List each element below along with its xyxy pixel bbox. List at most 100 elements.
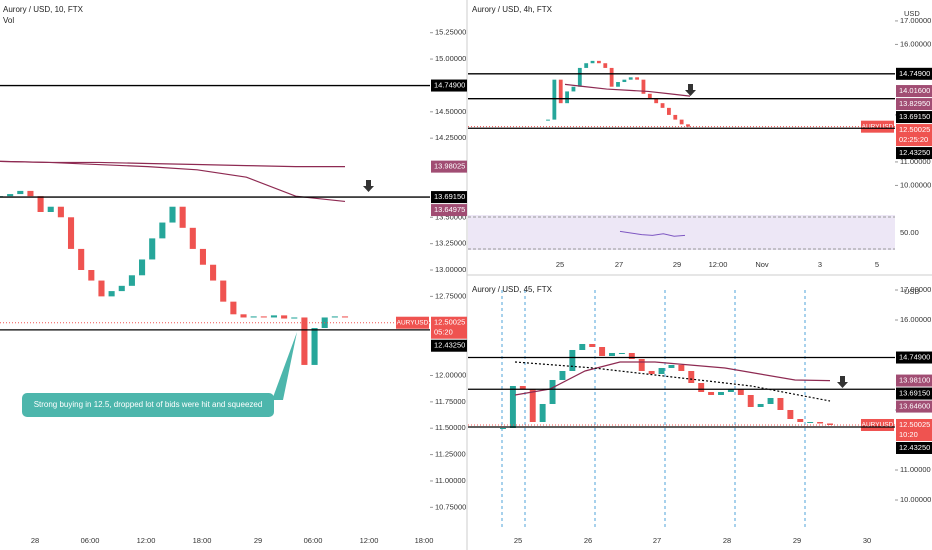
candle: [250, 316, 257, 318]
candle: [727, 388, 734, 392]
price-tag-label: 14.74900: [899, 69, 930, 78]
candle: [577, 67, 582, 87]
candle: [678, 364, 685, 371]
arrow-icons: [363, 84, 848, 388]
price-tag: [896, 387, 932, 400]
candle: [747, 394, 754, 407]
y-tick-label: 14.25000: [435, 133, 466, 142]
candle: [220, 280, 227, 302]
candle: [767, 397, 774, 404]
countdown: 05:20: [434, 328, 453, 337]
price-tag: [431, 204, 467, 217]
symbol-label: AURYUSD: [397, 319, 429, 326]
callout: [22, 393, 274, 417]
y-tick-label: 10.75000: [435, 502, 466, 511]
symbol-tag: [861, 120, 894, 133]
annotation: Strong buying in 12.5, dropped lot of bi…: [34, 400, 263, 409]
candle: [571, 86, 576, 92]
candle: [797, 418, 804, 422]
candle: [599, 346, 606, 356]
candle: [622, 79, 627, 83]
candle: [341, 316, 349, 318]
candle: [737, 388, 744, 395]
price-tag: [431, 160, 467, 173]
price-tag-label: 13.82950: [899, 99, 930, 108]
y-tick-label: 11.25000: [435, 450, 466, 459]
y-tick-label: 10.00000: [900, 495, 931, 504]
candle: [609, 352, 615, 356]
candle: [718, 391, 724, 395]
candle: [679, 119, 684, 125]
candle: [635, 77, 639, 80]
currency: USD: [904, 287, 920, 296]
candle: [708, 391, 715, 395]
candle: [628, 352, 635, 359]
price-tag-label: 12.43250: [434, 341, 465, 350]
candle: [17, 190, 24, 195]
candle: [179, 206, 186, 228]
y-tick-label: 12.75000: [435, 291, 466, 300]
candle: [673, 114, 678, 120]
candle: [210, 264, 217, 281]
y-tick-label: 17.00000: [900, 16, 931, 25]
chart-title: Aurory / USD, 45, FTX: [472, 285, 553, 294]
candle: [654, 98, 659, 104]
candle: [159, 222, 166, 239]
candle: [579, 343, 586, 350]
price-tag-label: 14.01600: [899, 86, 930, 95]
y-tick-label: 13.50000: [435, 212, 466, 221]
candle: [118, 285, 125, 292]
candle: [199, 248, 206, 265]
candle: [270, 315, 278, 318]
candle: [57, 206, 64, 218]
y-tick-label: 11.00000: [435, 476, 466, 485]
moving-average: [564, 83, 691, 97]
candle: [509, 385, 516, 428]
countdown: 02:25:20: [899, 135, 928, 144]
y-tick-label: 15.00000: [435, 54, 466, 63]
chart-title: Aurory / USD, 4h, FTX: [472, 5, 553, 14]
candle: [817, 421, 824, 424]
price-tag: [896, 111, 932, 124]
y-tick-label: 17.00000: [900, 285, 931, 294]
candle: [7, 194, 14, 197]
price-tag-label: 13.64975: [434, 205, 465, 214]
price-tag: [431, 316, 467, 339]
candle: [787, 409, 794, 419]
candle: [686, 124, 690, 127]
symbol-label: AURYUSD: [862, 123, 894, 130]
price-tag-label: 12.43250: [899, 148, 930, 157]
candle: [539, 403, 546, 422]
candle: [827, 423, 833, 425]
candle: [546, 119, 550, 121]
x-tick-label: 12:00: [709, 260, 728, 269]
candle: [108, 291, 115, 297]
x-tick-label: 27: [615, 260, 623, 269]
price-tag-label: 12.50025: [434, 318, 465, 327]
candle: [609, 67, 614, 87]
indicator-label: Vol: [3, 16, 14, 25]
price-tag: [896, 85, 932, 98]
y-tick-label: 16.00000: [900, 39, 931, 48]
price-tag-label: 13.98025: [434, 162, 465, 171]
candle: [529, 388, 536, 422]
candle: [88, 270, 95, 281]
candle: [658, 367, 665, 374]
rsi-tick-label: 50.00: [900, 228, 919, 237]
y-tick-label: 11.00000: [900, 157, 931, 166]
x-tick-label: 06:00: [81, 536, 100, 545]
price-tag-label: 13.98100: [899, 376, 930, 385]
y-tick-label: 11.50000: [435, 423, 466, 432]
candle: [128, 275, 135, 286]
price-tag-label: 12.50025: [899, 420, 930, 429]
countdown: 10:20: [899, 430, 918, 439]
candle: [647, 93, 652, 99]
candle: [291, 317, 298, 319]
moving-average: [0, 160, 346, 203]
x-tick-label: Nov: [755, 260, 769, 269]
price-tag-label: 12.43250: [899, 443, 930, 452]
y-tick-label: 14.50000: [435, 107, 466, 116]
x-tick-label: 12:00: [360, 536, 379, 545]
price-tag: [896, 124, 932, 147]
